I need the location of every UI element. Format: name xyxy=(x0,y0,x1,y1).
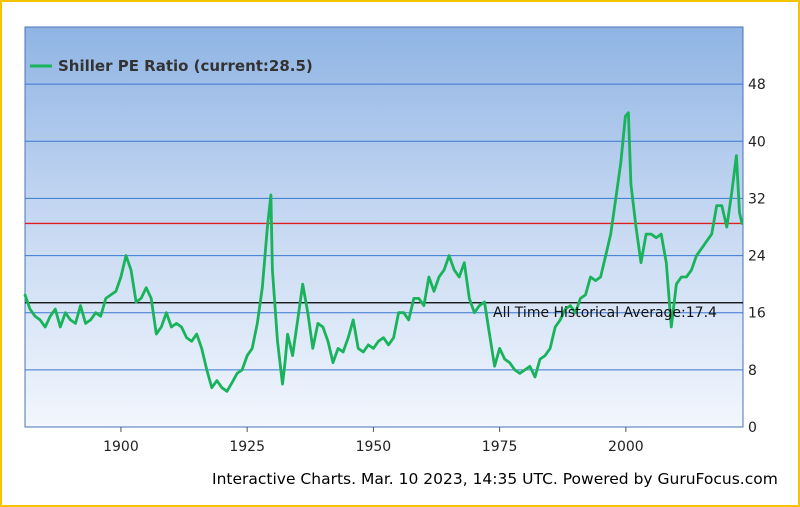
legend-label: Shiller PE Ratio (current:28.5) xyxy=(58,57,313,75)
legend: Shiller PE Ratio (current:28.5) xyxy=(30,57,313,75)
y-tick-label: 48 xyxy=(748,77,766,93)
footer-credit: Interactive Charts. Mar. 10 2023, 14:35 … xyxy=(212,470,778,488)
y-tick-label: 8 xyxy=(748,363,757,379)
x-tick-label: 1925 xyxy=(229,439,265,455)
y-tick-label: 24 xyxy=(748,249,766,265)
x-tick-label: 2000 xyxy=(608,439,644,455)
y-tick-label: 32 xyxy=(748,191,766,207)
x-tick-label: 1975 xyxy=(482,439,518,455)
y-tick-label: 0 xyxy=(748,420,757,436)
series-line-shiller-pe xyxy=(23,111,744,393)
y-tick-label: 40 xyxy=(748,134,766,150)
y-tick-label: 16 xyxy=(748,306,766,322)
plot-area xyxy=(24,26,744,428)
average-annotation: All Time Historical Average:17.4 xyxy=(493,305,717,321)
x-tick-label: 1900 xyxy=(103,439,139,455)
x-tick-label: 1950 xyxy=(356,439,392,455)
